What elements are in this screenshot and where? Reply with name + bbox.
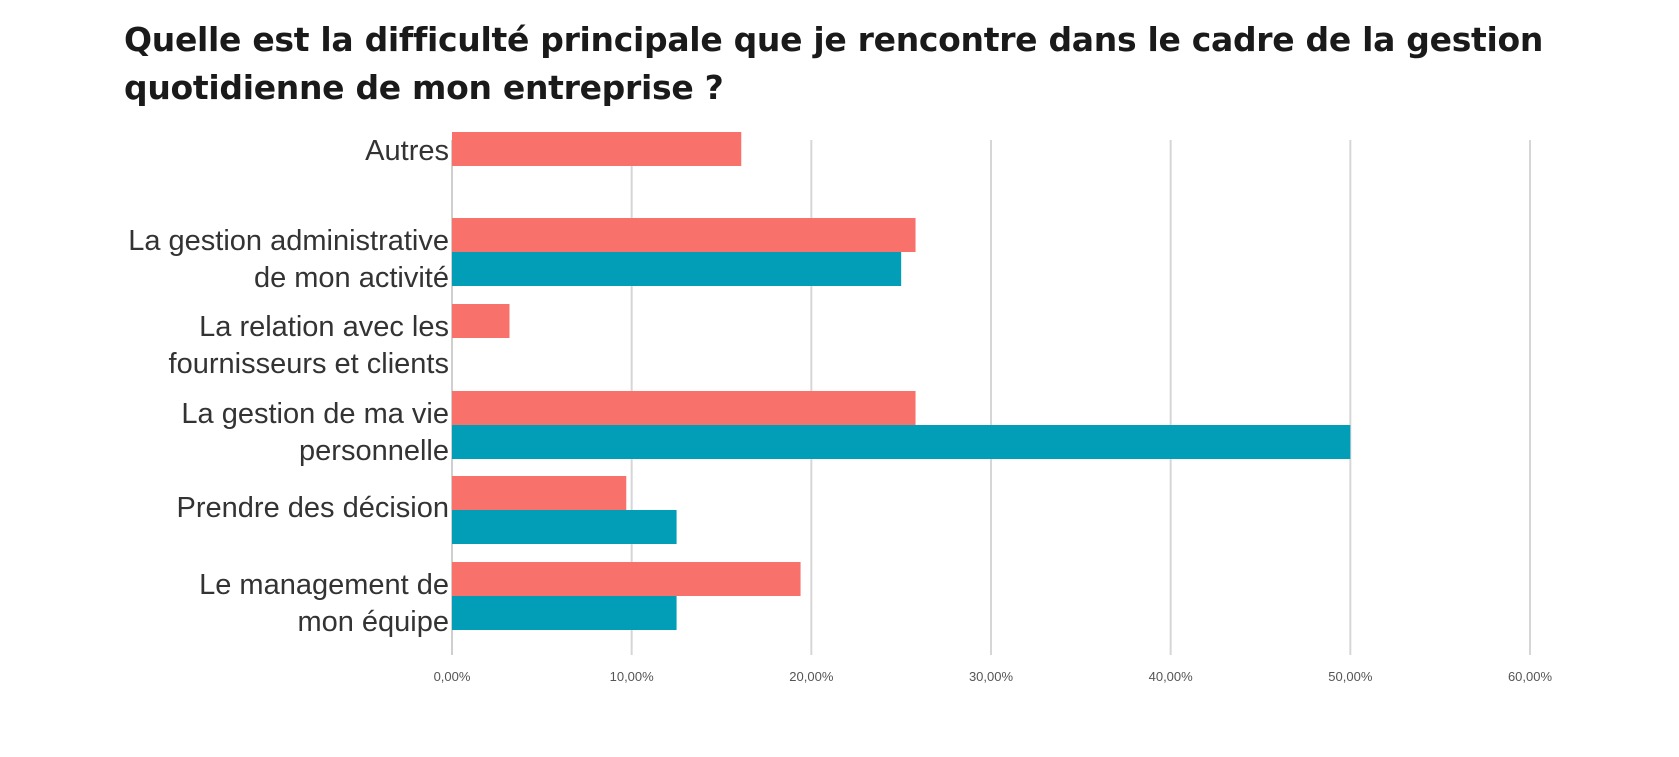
chart-title-line-2: quotidienne de mon entreprise ?: [124, 68, 724, 107]
bar-s2-c2: [452, 252, 902, 286]
x-tick-label: 60,00%: [1508, 669, 1553, 684]
bar-s1-c1: [452, 132, 742, 166]
category-label: La gestion administrative: [128, 225, 449, 257]
x-tick-label: 20,00%: [789, 669, 834, 684]
x-tick-label: 50,00%: [1328, 669, 1373, 684]
bar-s1-c3: [452, 304, 510, 338]
chart-title-line-1: Quelle est la difficulté principale que …: [124, 20, 1544, 59]
x-tick-label: 10,00%: [610, 669, 655, 684]
x-tick-label: 30,00%: [969, 669, 1014, 684]
category-label: mon équipe: [297, 606, 449, 638]
bar-s1-c5: [452, 476, 627, 510]
category-label: fournisseurs et clients: [169, 348, 449, 380]
category-label: de mon activité: [254, 262, 449, 294]
bar-s2-c5: [452, 510, 677, 544]
bar-s2-c4: [452, 425, 1351, 459]
category-label: personnelle: [299, 435, 449, 467]
category-label: Le management de: [199, 569, 449, 601]
bar-s2-c6: [452, 596, 677, 630]
bar-s1-c4: [452, 391, 916, 425]
category-label: Autres: [365, 135, 449, 167]
category-label: La gestion de ma vie: [181, 398, 449, 430]
bar-s1-c2: [452, 218, 916, 252]
category-label: Prendre des décision: [177, 492, 449, 524]
x-tick-label: 40,00%: [1149, 669, 1194, 684]
bar-s1-c6: [452, 562, 801, 596]
x-tick-label: 0,00%: [434, 669, 471, 684]
category-label: La relation avec les: [199, 311, 449, 343]
